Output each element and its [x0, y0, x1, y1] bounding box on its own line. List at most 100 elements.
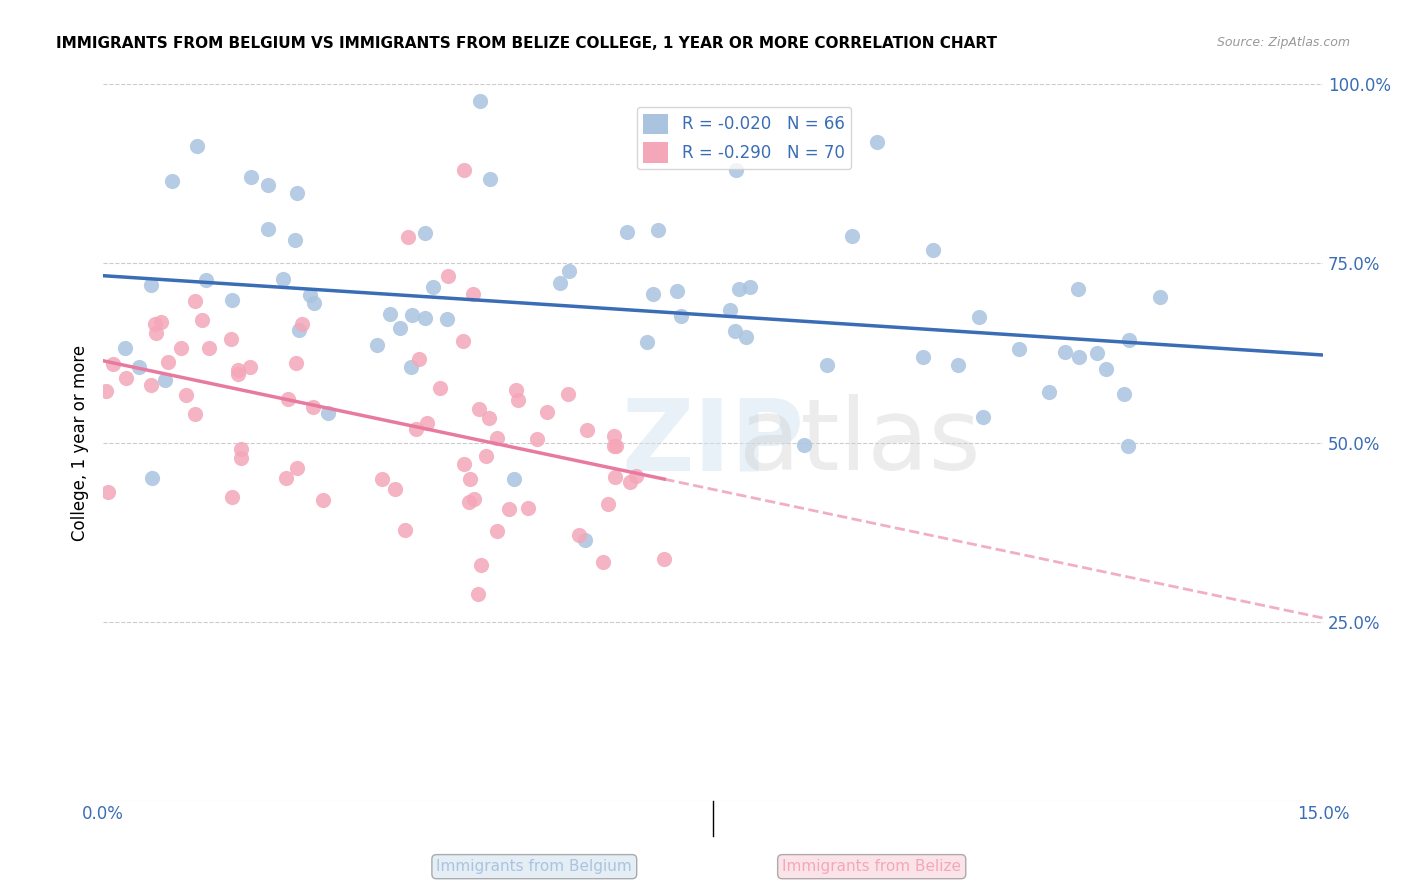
- Point: [101, 357, 124, 371]
- Point: [219, 332, 242, 346]
- Point: [170, 341, 193, 355]
- Point: [841, 228, 863, 243]
- Point: [198, 341, 221, 355]
- Point: [415, 416, 437, 430]
- Text: ZIP: ZIP: [621, 394, 804, 491]
- Point: [503, 472, 526, 486]
- Point: [408, 352, 430, 367]
- Point: [793, 437, 815, 451]
- Point: [378, 307, 401, 321]
- Point: [221, 293, 243, 308]
- Point: [946, 358, 969, 372]
- Point: [153, 373, 176, 387]
- Point: [665, 284, 688, 298]
- Point: [475, 450, 498, 464]
- Point: [1069, 350, 1091, 364]
- Point: [641, 286, 664, 301]
- Point: [149, 315, 172, 329]
- Point: [478, 410, 501, 425]
- Point: [399, 360, 422, 375]
- Point: [229, 442, 252, 456]
- Point: [969, 310, 991, 324]
- Point: [389, 321, 412, 335]
- Point: [285, 356, 308, 370]
- Point: [727, 282, 749, 296]
- Point: [734, 329, 756, 343]
- Point: [285, 186, 308, 201]
- Point: [460, 472, 482, 486]
- Point: [725, 163, 748, 178]
- Point: [413, 227, 436, 241]
- Point: [97, 484, 120, 499]
- Text: Immigrants from Belize: Immigrants from Belize: [782, 859, 962, 874]
- Point: [619, 475, 641, 490]
- Point: [274, 471, 297, 485]
- Point: [457, 495, 479, 509]
- Point: [128, 360, 150, 375]
- Point: [526, 432, 548, 446]
- Y-axis label: College, 1 year or more: College, 1 year or more: [72, 344, 89, 541]
- Point: [605, 439, 627, 453]
- Point: [384, 482, 406, 496]
- Point: [371, 472, 394, 486]
- Point: [239, 360, 262, 375]
- Point: [1067, 282, 1090, 296]
- Point: [143, 318, 166, 332]
- Point: [422, 280, 444, 294]
- Point: [115, 371, 138, 385]
- Point: [257, 222, 280, 236]
- Point: [498, 501, 520, 516]
- Point: [603, 439, 626, 453]
- Point: [557, 386, 579, 401]
- Point: [485, 431, 508, 445]
- Point: [405, 422, 427, 436]
- Point: [616, 226, 638, 240]
- Text: Immigrants from Belgium: Immigrants from Belgium: [436, 859, 633, 874]
- Point: [603, 470, 626, 484]
- Point: [174, 387, 197, 401]
- Point: [669, 309, 692, 323]
- Point: [548, 277, 571, 291]
- Point: [145, 326, 167, 340]
- Point: [636, 334, 658, 349]
- Point: [461, 287, 484, 301]
- Point: [911, 350, 934, 364]
- Point: [603, 429, 626, 443]
- Point: [652, 551, 675, 566]
- Point: [299, 288, 322, 302]
- Point: [301, 401, 323, 415]
- Point: [156, 354, 179, 368]
- Point: [626, 468, 648, 483]
- Point: [922, 244, 945, 258]
- Text: IMMIGRANTS FROM BELGIUM VS IMMIGRANTS FROM BELIZE COLLEGE, 1 YEAR OR MORE CORREL: IMMIGRANTS FROM BELGIUM VS IMMIGRANTS FR…: [56, 36, 997, 51]
- Point: [574, 533, 596, 547]
- Point: [451, 334, 474, 349]
- Point: [1085, 346, 1108, 360]
- Point: [221, 490, 243, 504]
- Point: [186, 139, 208, 153]
- Point: [724, 325, 747, 339]
- Point: [291, 318, 314, 332]
- Point: [1116, 439, 1139, 453]
- Point: [470, 558, 492, 573]
- Point: [453, 162, 475, 177]
- Point: [195, 273, 218, 287]
- Point: [506, 392, 529, 407]
- Point: [815, 358, 838, 372]
- Point: [184, 407, 207, 421]
- Text: atlas: atlas: [738, 394, 980, 491]
- Point: [304, 295, 326, 310]
- Point: [536, 405, 558, 419]
- Point: [598, 497, 620, 511]
- Point: [239, 169, 262, 184]
- Point: [191, 312, 214, 326]
- Point: [1114, 387, 1136, 401]
- Point: [366, 338, 388, 352]
- Point: [575, 424, 598, 438]
- Point: [468, 402, 491, 417]
- Point: [453, 458, 475, 472]
- Point: [1053, 344, 1076, 359]
- Point: [396, 230, 419, 244]
- Point: [479, 171, 502, 186]
- Point: [467, 587, 489, 601]
